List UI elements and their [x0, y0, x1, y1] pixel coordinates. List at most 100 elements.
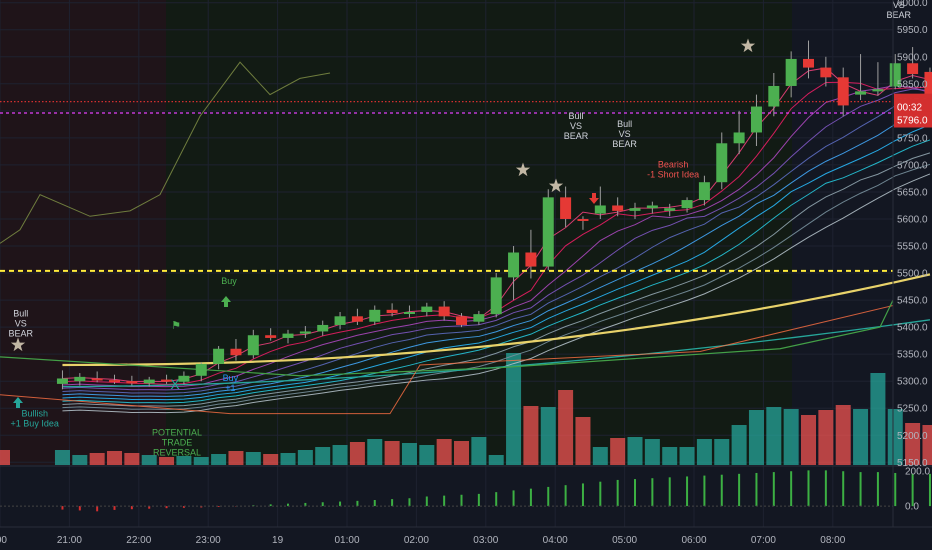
- time-tick-label: 19: [272, 535, 284, 546]
- arrow-up-icon: [13, 397, 23, 408]
- level-price-label-bg: [894, 111, 932, 128]
- candle-body: [803, 58, 815, 68]
- price-axis: 6000.05950.05900.05850.05800.05750.05700…: [897, 0, 928, 469]
- ma-line: [62, 96, 931, 394]
- star-icon: [740, 38, 756, 53]
- volume-bar: [575, 417, 591, 465]
- annotation-line: TRADE: [162, 437, 193, 447]
- candle-body: [716, 143, 728, 183]
- annotation-line: VS: [15, 318, 27, 328]
- volume-bar: [558, 390, 574, 465]
- candle-body: [91, 378, 103, 381]
- level-price-label: 5796.0: [897, 115, 928, 126]
- candle-body: [733, 132, 745, 144]
- volume-bar: [731, 425, 747, 465]
- annotation-line: Bullish: [21, 408, 48, 418]
- time-tick-label: 07:00: [751, 535, 776, 546]
- indicator-tick-label: 200.0: [905, 467, 930, 478]
- candle-body: [785, 58, 797, 86]
- time-tick-label: 06:00: [681, 535, 706, 546]
- price-tick-label: 5700.0: [897, 160, 928, 171]
- olive-line: [0, 61, 331, 244]
- volume-bar: [263, 454, 279, 465]
- indicator-axis: 200.0 0.0: [905, 467, 930, 513]
- time-tick-label: 01:00: [334, 535, 359, 546]
- time-tick-label: 21:00: [57, 535, 82, 546]
- price-tick-label: 5400.0: [897, 323, 928, 334]
- candle-body: [143, 379, 155, 384]
- candle-body: [230, 348, 242, 356]
- volume-bar: [211, 454, 227, 465]
- volume-bar: [280, 453, 296, 465]
- ma-line: [62, 107, 931, 397]
- candle-body: [369, 309, 381, 322]
- price-tick-label: 5650.0: [897, 187, 928, 198]
- volume-bar: [662, 447, 678, 465]
- time-axis: :00 21:00 22:00 23:00 19 01:00 02:00 03:00 04:00…: [0, 535, 846, 546]
- candle-body: [490, 277, 502, 315]
- volume-bar: [349, 442, 365, 465]
- annotation-line: Bull: [13, 308, 28, 318]
- annotation-line: BEAR: [612, 139, 637, 149]
- candle-body: [213, 348, 225, 364]
- volume-bar: [679, 447, 695, 465]
- annotation-line: VS: [570, 121, 582, 131]
- annotation-line: BEAR: [564, 131, 589, 141]
- band-lower-line: [0, 305, 894, 415]
- volume-bar: [610, 438, 626, 465]
- candle-body: [126, 381, 138, 384]
- annotation-label: Buy +1: [223, 373, 239, 393]
- annotation-label: Bullish +1 Buy Idea: [11, 408, 59, 428]
- ma-line: [62, 173, 931, 414]
- ma-line: [62, 152, 931, 407]
- candle-body: [577, 218, 589, 221]
- candle-body: [508, 252, 520, 278]
- volume-bar: [905, 423, 921, 465]
- annotation-label: Bull VS BEAR: [9, 308, 34, 338]
- candle-body: [109, 380, 121, 383]
- arrow-up-icon: [221, 296, 231, 307]
- candle-body: [889, 63, 901, 87]
- star-icon: [10, 337, 26, 352]
- annotation-label: Bearish -1 Short Idea: [647, 160, 699, 180]
- volume-bar: [107, 451, 123, 465]
- star-icon: [548, 178, 564, 193]
- candle-body: [456, 316, 468, 325]
- volume-bar: [714, 439, 730, 465]
- volume-bar: [436, 439, 452, 465]
- volume-bar: [245, 452, 261, 465]
- star-icon: [515, 162, 531, 177]
- time-tick-label: 22:00: [126, 535, 151, 546]
- volume-bar: [644, 439, 660, 465]
- candle-body: [56, 378, 68, 384]
- volume-bar: [384, 441, 400, 465]
- candle-body: [542, 197, 554, 267]
- annotation-label: Bull VS BEAR: [612, 119, 637, 149]
- candle-body: [594, 205, 606, 214]
- volume-bar: [367, 439, 383, 465]
- volume-bar: [835, 405, 851, 465]
- indicator-tick-label: 0.0: [905, 502, 919, 513]
- countdown-label: 00:32: [897, 103, 922, 114]
- candle-body: [907, 63, 919, 75]
- volume-bar: [89, 453, 105, 465]
- time-tick-label: 02:00: [404, 535, 429, 546]
- candle-body: [265, 335, 277, 338]
- annotation-label: POTENTIAL TRADE REVERSAL: [152, 427, 202, 457]
- candle-body: [681, 200, 693, 209]
- price-tick-label: 5950.0: [897, 25, 928, 36]
- volume-bar: [471, 437, 487, 465]
- volume-bar: [228, 451, 244, 465]
- volume-bar: [783, 409, 799, 465]
- candle-body: [525, 252, 537, 267]
- candle-body: [664, 208, 676, 211]
- volume-bar: [54, 450, 70, 465]
- volume-bar: [488, 455, 504, 465]
- time-tick-label: 03:00: [473, 535, 498, 546]
- candle-body: [768, 85, 780, 107]
- arrow-down-icon: [589, 193, 599, 204]
- price-tick-label: 5250.0: [897, 404, 928, 415]
